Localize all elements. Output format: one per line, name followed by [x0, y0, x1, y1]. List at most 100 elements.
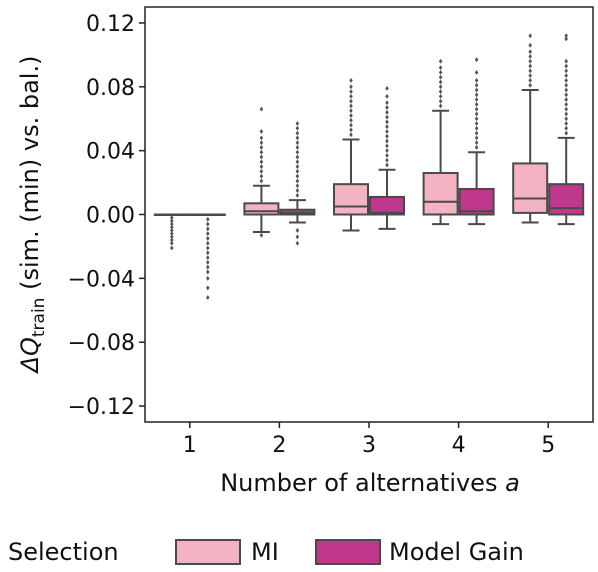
- outlier-point: [528, 49, 532, 55]
- outlier-point: [564, 111, 568, 117]
- box-group: [548, 33, 585, 226]
- outlier-point: [349, 103, 353, 109]
- box: [369, 195, 405, 216]
- outlier-point: [564, 125, 568, 131]
- box: [333, 183, 369, 216]
- outlier-point: [295, 188, 300, 193]
- outlier-point: [170, 231, 174, 237]
- outlier-point: [170, 234, 174, 240]
- outlier-point: [259, 232, 264, 238]
- outlier-point: [564, 58, 568, 64]
- outlier-point: [474, 101, 479, 107]
- outlier-point: [259, 129, 264, 134]
- outlier-point: [385, 129, 389, 134]
- outlier-point: [349, 117, 353, 123]
- outlier-point: [295, 149, 300, 155]
- x-tick-label: 1: [183, 433, 197, 458]
- box-group: [369, 86, 405, 230]
- box: [458, 187, 495, 216]
- outlier-point: [295, 240, 300, 246]
- outlier-point: [295, 178, 300, 184]
- box: [548, 183, 585, 216]
- x-axis-label: Number of alternatives a: [220, 469, 520, 497]
- outlier-point: [564, 73, 568, 79]
- outlier-point: [438, 74, 443, 80]
- outlier-point: [295, 169, 300, 174]
- outlier-point: [295, 135, 300, 141]
- outlier-point: [528, 33, 532, 39]
- outlier-point: [170, 215, 174, 221]
- outlier-point: [474, 78, 479, 83]
- box-group: [153, 213, 190, 251]
- outlier-point: [564, 82, 568, 88]
- outlier-point: [385, 124, 389, 130]
- y-tick-label: −0.04: [68, 267, 135, 292]
- outlier-point: [206, 259, 210, 265]
- outlier-point: [349, 113, 353, 118]
- outlier-point: [206, 221, 210, 227]
- outlier-point: [438, 58, 443, 64]
- x-tick-label: 3: [362, 433, 376, 458]
- outlier-point: [295, 164, 300, 170]
- box-group: [279, 121, 316, 246]
- outlier-point: [385, 93, 389, 99]
- box-group: [422, 58, 459, 226]
- box-group: [333, 78, 369, 232]
- legend-label: MI: [251, 538, 279, 566]
- y-tick-label: 0.04: [86, 140, 135, 165]
- outlier-point: [295, 192, 300, 198]
- outlier-point: [438, 98, 443, 104]
- outlier-point: [474, 111, 479, 117]
- outlier-point: [206, 255, 210, 260]
- legend-title: Selection: [8, 538, 119, 566]
- outlier-point: [474, 87, 479, 93]
- outlier-point: [474, 145, 479, 150]
- outlier-point: [438, 103, 443, 109]
- outlier-point: [259, 145, 264, 150]
- outlier-point: [259, 140, 264, 146]
- legend-swatch: [315, 539, 381, 565]
- outlier-point: [528, 82, 532, 88]
- outlier-point: [295, 121, 300, 126]
- outlier-point: [170, 245, 174, 251]
- box: [243, 202, 280, 216]
- y-axis-label: ΔQtrain (sim. (min) vs. bal.): [16, 56, 49, 375]
- outlier-point: [564, 130, 568, 136]
- outlier-point: [170, 240, 174, 246]
- box: [512, 162, 549, 214]
- outlier-point: [259, 159, 264, 165]
- outlier-point: [528, 63, 532, 69]
- legend: Selection MI Model Gain: [8, 538, 524, 566]
- outlier-point: [295, 140, 300, 146]
- outlier-point: [206, 275, 210, 281]
- outlier-point: [385, 153, 389, 158]
- outlier-point: [295, 145, 300, 150]
- outlier-point: [474, 97, 479, 102]
- outlier-point: [349, 122, 353, 128]
- outlier-point: [474, 140, 479, 146]
- outlier-point: [349, 98, 353, 104]
- outlier-point: [564, 63, 568, 69]
- outlier-point: [528, 58, 532, 64]
- outlier-point: [474, 57, 479, 63]
- box-group: [458, 57, 495, 226]
- outlier-point: [385, 109, 389, 115]
- outlier-point: [206, 285, 210, 291]
- outlier-point: [206, 269, 210, 275]
- outlier-point: [295, 125, 300, 131]
- outlier-point: [349, 84, 353, 90]
- outlier-point: [564, 97, 568, 102]
- outlier-point: [564, 78, 568, 83]
- outlier-point: [259, 178, 264, 184]
- outlier-point: [438, 93, 443, 99]
- outlier-point: [295, 130, 300, 136]
- outlier-point: [349, 108, 353, 114]
- outlier-point: [206, 231, 210, 237]
- outlier-point: [474, 92, 479, 98]
- outlier-point: [385, 143, 389, 149]
- box-group: [243, 106, 280, 238]
- outlier-point: [295, 234, 300, 240]
- box-group: [512, 33, 549, 224]
- x-tick-label: 5: [541, 433, 555, 458]
- outlier-point: [385, 119, 389, 125]
